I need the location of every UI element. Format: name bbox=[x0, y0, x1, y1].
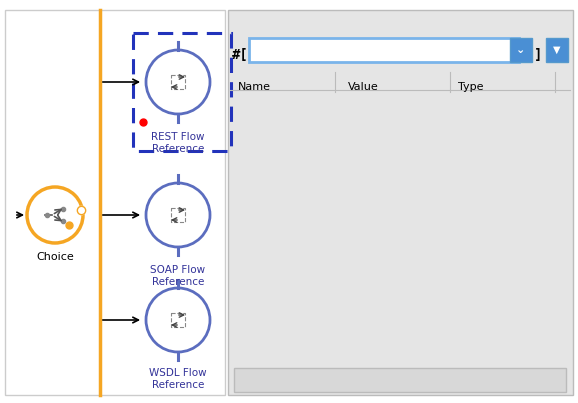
Text: ]: ] bbox=[534, 48, 542, 62]
Bar bbox=[546, 38, 568, 62]
Bar bbox=[5, 10, 225, 395]
Bar bbox=[234, 368, 566, 392]
Bar bbox=[133, 33, 231, 151]
Bar bbox=[171, 75, 185, 89]
FancyBboxPatch shape bbox=[249, 38, 519, 62]
Bar bbox=[171, 313, 185, 327]
Text: Type: Type bbox=[458, 82, 484, 92]
Bar bbox=[228, 10, 573, 395]
Text: Value: Value bbox=[348, 82, 379, 92]
Text: Choice: Choice bbox=[36, 252, 74, 262]
Bar bbox=[171, 208, 185, 222]
Bar bbox=[510, 38, 532, 62]
Text: ⌄: ⌄ bbox=[516, 45, 525, 55]
Text: #[: #[ bbox=[232, 48, 249, 62]
Text: WSDL Flow
Reference: WSDL Flow Reference bbox=[149, 368, 207, 391]
Text: SOAP Flow
Reference: SOAP Flow Reference bbox=[150, 265, 206, 287]
Text: ▼: ▼ bbox=[553, 45, 561, 55]
Text: REST Flow
Reference: REST Flow Reference bbox=[151, 132, 205, 154]
Text: Name: Name bbox=[238, 82, 271, 92]
